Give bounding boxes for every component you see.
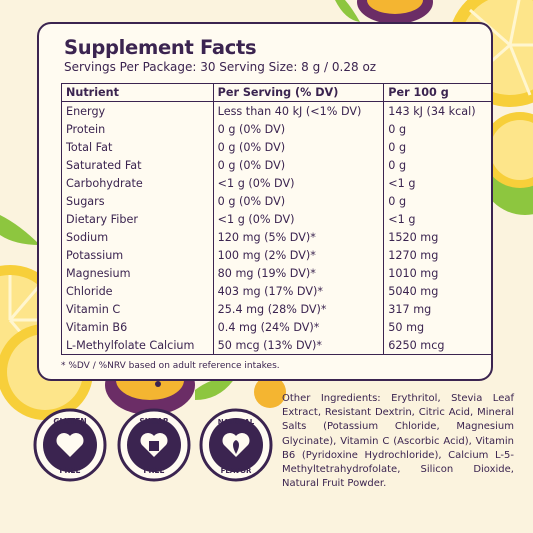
cell-per-serving: <1 g (0% DV) bbox=[212, 174, 385, 192]
svg-text:FLAVOR: FLAVOR bbox=[221, 467, 252, 475]
header-nutrient: Nutrient bbox=[61, 83, 214, 102]
sugar-cube-icon bbox=[149, 441, 159, 451]
cell-nutrient: Sugars bbox=[61, 192, 214, 210]
cell-per-serving: 25.4 mg (28% DV)* bbox=[212, 300, 385, 318]
cell-per-serving: 0 g (0% DV) bbox=[212, 138, 385, 156]
cell-per-serving: Less than 40 kJ (<1% DV) bbox=[212, 101, 385, 120]
cell-per-100g: 1270 mg bbox=[383, 246, 493, 264]
footnote: * %DV / %NRV based on adult reference in… bbox=[61, 361, 280, 371]
cell-per-serving: 50 mcg (13% DV)* bbox=[212, 336, 385, 355]
cell-per-100g: 143 kJ (34 kcal) bbox=[383, 101, 493, 120]
cell-nutrient: Dietary Fiber bbox=[61, 210, 214, 228]
cell-per-serving: 0 g (0% DV) bbox=[212, 120, 385, 138]
table-row: Vitamin C 25.4 mg (28% DV)* 317 mg bbox=[61, 300, 493, 318]
cell-per-100g: 0 g bbox=[383, 120, 493, 138]
panel-title: Supplement Facts bbox=[64, 36, 257, 59]
orange-slice bbox=[254, 376, 286, 408]
svg-text:SUGAR: SUGAR bbox=[139, 417, 168, 426]
cell-per-100g: 1520 mg bbox=[383, 228, 493, 246]
header-per-serving: Per Serving (% DV) bbox=[212, 83, 385, 102]
header-per-100g: Per 100 g bbox=[383, 83, 493, 102]
natural-flavor-badge: NATURAL FLAVOR bbox=[199, 408, 273, 482]
table-row: Sodium 120 mg (5% DV)* 1520 mg bbox=[61, 228, 493, 246]
table-row: Energy Less than 40 kJ (<1% DV) 143 kJ (34… bbox=[61, 101, 493, 120]
other-ingredients: Other Ingredients: Erythritol, Stevia Le… bbox=[282, 393, 514, 490]
cell-per-serving: 0.4 mg (24% DV)* bbox=[212, 318, 385, 336]
cell-nutrient: Vitamin B6 bbox=[61, 318, 214, 336]
cell-nutrient: Protein bbox=[61, 120, 214, 138]
table-row: Vitamin B6 0.4 mg (24% DV)* 50 mg bbox=[61, 318, 493, 336]
cell-nutrient: Magnesium bbox=[61, 264, 214, 282]
cell-per-serving: 80 mg (19% DV)* bbox=[212, 264, 385, 282]
cell-per-serving: 100 mg (2% DV)* bbox=[212, 246, 385, 264]
cell-nutrient: Vitamin C bbox=[61, 300, 214, 318]
leaf bbox=[335, 0, 360, 22]
table-row: Chloride 403 mg (17% DV)* 5040 mg bbox=[61, 282, 493, 300]
cell-per-100g: 0 g bbox=[383, 156, 493, 174]
cell-nutrient: Total Fat bbox=[61, 138, 214, 156]
table-row: Magnesium 80 mg (19% DV)* 1010 mg bbox=[61, 264, 493, 282]
table-row: L-Methylfolate Calcium 50 mcg (13% DV)* 62… bbox=[61, 336, 493, 355]
cell-per-100g: 1010 mg bbox=[383, 264, 493, 282]
cell-per-100g: 5040 mg bbox=[383, 282, 493, 300]
cell-nutrient: Carbohydrate bbox=[61, 174, 214, 192]
table-row: Saturated Fat 0 g (0% DV) 0 g bbox=[61, 156, 493, 174]
cell-nutrient: Sodium bbox=[61, 228, 214, 246]
cell-per-100g: <1 g bbox=[383, 210, 493, 228]
table-row: Carbohydrate <1 g (0% DV) <1 g bbox=[61, 174, 493, 192]
table-row: Dietary Fiber <1 g (0% DV) <1 g bbox=[61, 210, 493, 228]
cell-per-100g: 0 g bbox=[383, 192, 493, 210]
cell-per-serving: 120 mg (5% DV)* bbox=[212, 228, 385, 246]
cell-per-100g: 317 mg bbox=[383, 300, 493, 318]
supplement-facts-panel: Supplement Facts Servings Per Package: 3… bbox=[37, 22, 493, 381]
cell-per-100g: 0 g bbox=[383, 138, 493, 156]
leaf bbox=[0, 215, 40, 245]
svg-text:NATURAL: NATURAL bbox=[218, 418, 255, 426]
cell-nutrient: L-Methylfolate Calcium bbox=[61, 336, 214, 355]
cell-per-serving: <1 g (0% DV) bbox=[212, 210, 385, 228]
cell-per-100g: <1 g bbox=[383, 174, 493, 192]
servings-line: Servings Per Package: 30 Serving Size: 8… bbox=[64, 60, 377, 74]
cell-per-100g: 50 mg bbox=[383, 318, 493, 336]
table-row: Sugars 0 g (0% DV) 0 g bbox=[61, 192, 493, 210]
sugar-free-badge: SUGAR FREE bbox=[117, 408, 191, 482]
leaf bbox=[195, 377, 235, 400]
cell-nutrient: Energy bbox=[61, 101, 214, 120]
cell-nutrient: Chloride bbox=[61, 282, 214, 300]
cell-per-serving: 0 g (0% DV) bbox=[212, 156, 385, 174]
cell-per-serving: 0 g (0% DV) bbox=[212, 192, 385, 210]
nutrition-table: Nutrient Per Serving (% DV) Per 100 g En… bbox=[61, 83, 493, 355]
heart-icon bbox=[56, 433, 84, 457]
cell-nutrient: Saturated Fat bbox=[61, 156, 214, 174]
gluten-free-badge: GLUTEN FREE bbox=[33, 408, 107, 482]
cell-per-serving: 403 mg (17% DV)* bbox=[212, 282, 385, 300]
badge-top-text: GLUTEN bbox=[53, 417, 86, 426]
cell-nutrient: Potassium bbox=[61, 246, 214, 264]
table-row: Total Fat 0 g (0% DV) 0 g bbox=[61, 138, 493, 156]
svg-text:FREE: FREE bbox=[143, 466, 164, 475]
table-header-row: Nutrient Per Serving (% DV) Per 100 g bbox=[61, 83, 493, 102]
cell-per-100g: 6250 mcg bbox=[383, 336, 493, 355]
table-row: Potassium 100 mg (2% DV)* 1270 mg bbox=[61, 246, 493, 264]
badge-bottom-text: FREE bbox=[59, 466, 80, 475]
table-row: Protein 0 g (0% DV) 0 g bbox=[61, 120, 493, 138]
